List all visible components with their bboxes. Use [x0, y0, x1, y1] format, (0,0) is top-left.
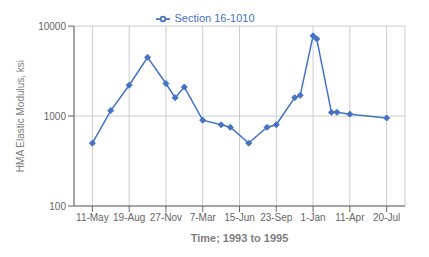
html-text:Section 16-1010: Section 16-1010	[174, 12, 255, 24]
svg-text:19-Aug: 19-Aug	[113, 212, 145, 223]
svg-text:100: 100	[49, 201, 66, 212]
svg-text:11-Apr: 11-Apr	[335, 212, 365, 223]
svg-text:11-May: 11-May	[76, 212, 109, 223]
svg-text:10000: 10000	[38, 21, 66, 32]
svg-text:7-Mar: 7-Mar	[190, 212, 217, 223]
svg-text:23-Sep: 23-Sep	[260, 212, 293, 223]
svg-text:15-Jun: 15-Jun	[224, 212, 255, 223]
svg-text:1000: 1000	[44, 111, 67, 122]
svg-text:HMA Elastic Modulus, ksi: HMA Elastic Modulus, ksi	[15, 60, 26, 172]
svg-text:Time; 1993 to 1995: Time; 1993 to 1995	[191, 232, 289, 244]
svg-text:1-Jan: 1-Jan	[301, 212, 326, 223]
svg-text:20-Jul: 20-Jul	[373, 212, 400, 223]
svg-text:27-Nov: 27-Nov	[150, 212, 182, 223]
